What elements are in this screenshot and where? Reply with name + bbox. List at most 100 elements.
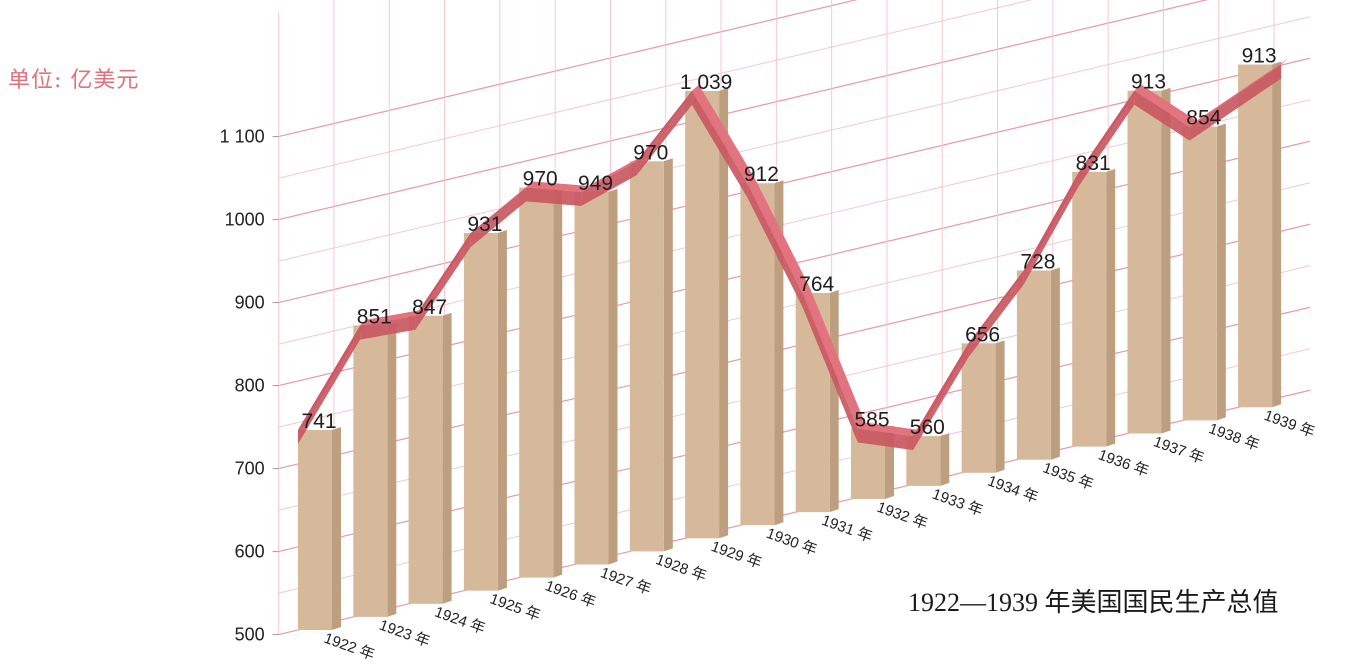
bar [463, 229, 507, 591]
ribbon-front [1079, 90, 1135, 186]
ribbon-top [581, 155, 644, 192]
bar-side [332, 426, 341, 630]
ribbon-top [691, 84, 755, 184]
bar-front [961, 343, 996, 473]
trend-ribbon [298, 58, 1289, 451]
bar-side [442, 312, 452, 604]
category-label: 1933 年 [930, 486, 985, 520]
category-label: 1937 年 [1151, 433, 1206, 467]
y-tick-label: 1 100 [220, 127, 265, 147]
category-label: 1934 年 [985, 473, 1040, 507]
bars [298, 61, 1282, 630]
ribbon-front [581, 161, 637, 206]
value-label: 913 [1131, 71, 1166, 94]
grid-line-minor [278, 16, 1311, 262]
category-label: 1925 年 [488, 590, 543, 624]
value-label: 854 [1186, 107, 1221, 130]
bar-side [940, 433, 950, 486]
value-labels: 741 851 847 931 970 949 970 1 039 912 764 585 560 65… [301, 45, 1276, 440]
category-label: 1939 年 [1262, 407, 1317, 441]
ribbon-front [691, 90, 748, 198]
value-label: 913 [1242, 45, 1277, 68]
bar-front [1182, 126, 1217, 421]
bar-side [663, 158, 673, 552]
bar-front [408, 315, 443, 604]
y-tick-label: 500 [235, 625, 265, 645]
bar [1238, 61, 1282, 408]
y-tick-label: 800 [235, 376, 265, 396]
ribbon-front [913, 343, 969, 451]
bar-front [1016, 270, 1051, 460]
category-label: 1935 年 [1041, 459, 1096, 493]
category-label: 1936 年 [1096, 446, 1151, 480]
ribbon-top [857, 422, 921, 437]
bar-side [829, 289, 839, 513]
ribbon-top [360, 309, 423, 326]
bar [353, 322, 397, 617]
ribbon-front [1189, 64, 1282, 141]
ribbon-top [1134, 84, 1197, 127]
bar [519, 184, 563, 578]
bar [961, 340, 1005, 473]
ribbon-front [802, 292, 858, 443]
unit-label: 单位: 亿美元 [8, 68, 140, 93]
bar-side [497, 229, 507, 591]
ribbon-front [1134, 90, 1190, 141]
value-label: 831 [1076, 152, 1111, 175]
value-label: 949 [578, 172, 613, 195]
bar-side [1161, 87, 1171, 434]
bar-side [387, 322, 397, 617]
bar-front [519, 187, 554, 578]
bar-side [995, 340, 1005, 473]
value-label: 656 [965, 323, 1000, 346]
value-label: 728 [1020, 250, 1055, 273]
bar-side [1106, 168, 1116, 447]
bar [298, 426, 341, 630]
bar-front [463, 232, 498, 591]
category-label: 1927 年 [598, 564, 653, 598]
ribbon-front [360, 315, 416, 340]
bar-front [740, 183, 775, 526]
bar [1182, 123, 1226, 421]
category-label: 1930 年 [764, 525, 819, 559]
bar-front [1072, 171, 1107, 447]
bar [740, 180, 784, 526]
value-label: 1 039 [680, 71, 733, 94]
bar-front [298, 429, 332, 630]
bar [629, 158, 673, 552]
value-label: 851 [357, 306, 392, 329]
ribbon-front [470, 187, 526, 247]
bar-front [1238, 64, 1273, 408]
bar [1072, 168, 1116, 447]
bar-front [574, 191, 609, 565]
bar [1127, 87, 1171, 434]
grid-line-minor [278, 0, 1033, 179]
ribbon-front [636, 90, 692, 176]
grid-line [278, 0, 858, 138]
grid-line [278, 0, 1209, 221]
bar-front [353, 325, 388, 617]
value-label: 970 [633, 141, 668, 164]
ribbon-top [470, 181, 533, 233]
bar-side [774, 180, 784, 526]
bar-side [553, 184, 563, 578]
bar-front [685, 90, 720, 539]
value-label: 560 [910, 416, 945, 439]
category-label: 1938 年 [1206, 420, 1261, 454]
value-label: 764 [799, 273, 834, 296]
bar [685, 87, 729, 539]
bar [1016, 267, 1060, 460]
value-label: 585 [854, 408, 889, 431]
ribbon-front [415, 232, 471, 330]
y-tick-label: 600 [235, 542, 265, 562]
category-label: 1928 年 [653, 551, 708, 585]
category-label: 1929 年 [709, 538, 764, 572]
ribbon-top [1189, 58, 1289, 127]
bar-side [1050, 267, 1060, 460]
category-label: 1932 年 [875, 499, 930, 533]
chart-title: 1922—1939 年美国国民生产总值 [908, 588, 1279, 617]
value-label: 847 [412, 296, 447, 319]
ribbon-front [968, 270, 1024, 358]
y-tick-label: 1000 [225, 210, 265, 230]
